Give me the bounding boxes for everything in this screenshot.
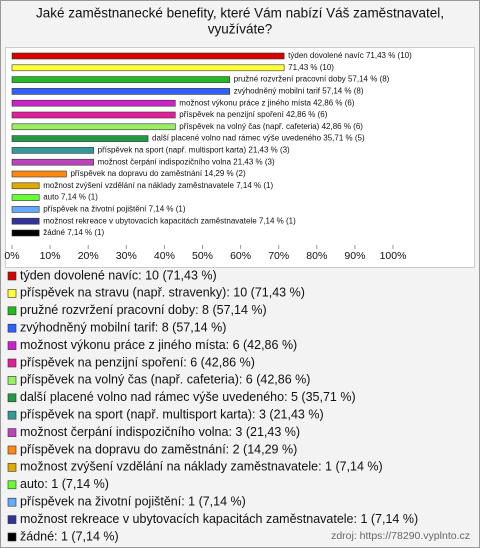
bar xyxy=(11,194,40,201)
x-tick-label: 50% xyxy=(192,250,213,262)
bar-label: možnost zvýšení vzdělání na náklady zamě… xyxy=(43,181,273,190)
bar xyxy=(11,217,40,225)
bar xyxy=(11,88,231,95)
bar xyxy=(11,76,231,83)
legend-label: příspěvek na volný čas (např. cafeteria)… xyxy=(20,373,310,387)
legend-swatch xyxy=(7,341,17,350)
bar-label: zvýhodněný mobilní tarif 57,14 % (8) xyxy=(234,87,364,96)
x-tick-label: 90% xyxy=(344,250,365,262)
bar-label: příspěvek na dopravu do zaměstnání 14,29… xyxy=(70,169,246,178)
bar-label: možnost rekreace v ubytovacích kapacitác… xyxy=(43,216,296,225)
bar-label: příspěvek na volný čas (např. cafeteria)… xyxy=(179,122,363,131)
x-tick-label: 70% xyxy=(268,250,289,262)
bar-label: auto 7,14 % (1) xyxy=(43,193,98,202)
x-tick-label: 80% xyxy=(306,250,327,262)
x-tick-label: 100% xyxy=(380,250,407,262)
legend-label: auto: 1 (7,14 %) xyxy=(20,477,109,491)
legend-swatch xyxy=(7,515,17,524)
bar xyxy=(11,206,40,213)
legend-label: možnost rekreace v ubytovacích kapacitác… xyxy=(20,512,418,526)
legend-label: možnost zvýšení vzdělání na náklady zamě… xyxy=(20,460,383,474)
bar xyxy=(11,52,285,60)
bar xyxy=(11,147,94,154)
bar xyxy=(11,111,176,119)
x-tick-label: 40% xyxy=(154,250,175,262)
bar xyxy=(11,170,67,178)
bar xyxy=(11,158,94,166)
x-tick-label: 60% xyxy=(230,250,251,262)
bar-label: týden dovolené navíc 71,43 % (10) xyxy=(288,51,412,60)
bar-label: příspěvek na životní pojištění 7,14 % (1… xyxy=(43,205,186,214)
legend-label: další placené volno nad rámec výše uvede… xyxy=(20,390,356,404)
bar-label: příspěvek na penzijní spoření 42,86 % (6… xyxy=(179,110,327,119)
legend-swatch xyxy=(7,271,17,281)
legend-swatch xyxy=(7,393,17,403)
bar xyxy=(11,123,176,131)
legend-label: týden dovolené navíc: 10 (71,43 %) xyxy=(20,268,217,282)
bar-label: možnost výkonu práce z jiného místa 42,8… xyxy=(179,98,355,107)
source: zdroj: https://78290.vyplnto.cz xyxy=(331,530,470,542)
bar-label: žádné 7,14 % (1) xyxy=(43,228,104,237)
legend-label: zvýhodněný mobilní tarif: 8 (57,14 %) xyxy=(20,320,226,334)
legend-label: příspěvek na dopravu do zaměstnání: 2 (1… xyxy=(20,442,297,456)
bar-label: příspěvek na sport (např. multisport kar… xyxy=(98,146,290,155)
x-tick-label: 0% xyxy=(4,250,19,262)
legend-label: možnost výkonu práce z jiného místa: 6 (… xyxy=(20,338,297,352)
bar-label: pružné rozvržení pracovní doby 57,14 % (… xyxy=(234,75,390,84)
legend-swatch xyxy=(7,480,17,490)
chart-title: využíváte? xyxy=(208,22,273,37)
x-tick-label: 30% xyxy=(116,250,137,262)
bar-label: další placené volno nad rámec výše uvede… xyxy=(152,134,365,143)
legend-label: pružné rozvržení pracovní doby: 8 (57,14… xyxy=(20,303,267,317)
bar xyxy=(11,229,40,237)
legend-swatch xyxy=(7,497,17,507)
legend-swatch xyxy=(7,306,17,316)
legend-swatch xyxy=(7,358,17,368)
legend-swatch xyxy=(7,289,17,298)
legend-label: příspěvek na penzijní spoření: 6 (42,86 … xyxy=(20,355,255,369)
legend-label: příspěvek na životní pojištění: 1 (7,14 … xyxy=(20,494,246,508)
legend-swatch xyxy=(7,323,17,333)
legend-swatch xyxy=(7,445,17,455)
legend-swatch xyxy=(7,376,17,385)
bar xyxy=(11,182,40,190)
legend-swatch xyxy=(7,410,17,420)
bar xyxy=(11,99,176,107)
bar-label: 71,43 % (10) xyxy=(288,63,334,72)
bar xyxy=(11,135,149,142)
legend-label: příspěvek na sport (např. multisport kar… xyxy=(20,407,324,421)
legend-label: příspěvek na stravu (např. stravenky): 1… xyxy=(20,286,305,300)
bar-label: možnost čerpání indispozičního volna 21,… xyxy=(98,157,275,166)
legend-swatch xyxy=(7,532,17,542)
legend-swatch xyxy=(7,428,17,437)
plot-area xyxy=(5,47,475,268)
x-tick-label: 20% xyxy=(78,250,99,262)
bar xyxy=(11,64,285,72)
chart-title: Jaké zaměstnanecké benefity, které Vám n… xyxy=(36,6,444,21)
legend-label: možnost čerpání indispozičního volna: 3 … xyxy=(20,425,300,439)
legend-label: žádné: 1 (7,14 %) xyxy=(20,529,119,543)
x-tick-label: 10% xyxy=(40,250,61,262)
legend-swatch xyxy=(7,463,17,472)
